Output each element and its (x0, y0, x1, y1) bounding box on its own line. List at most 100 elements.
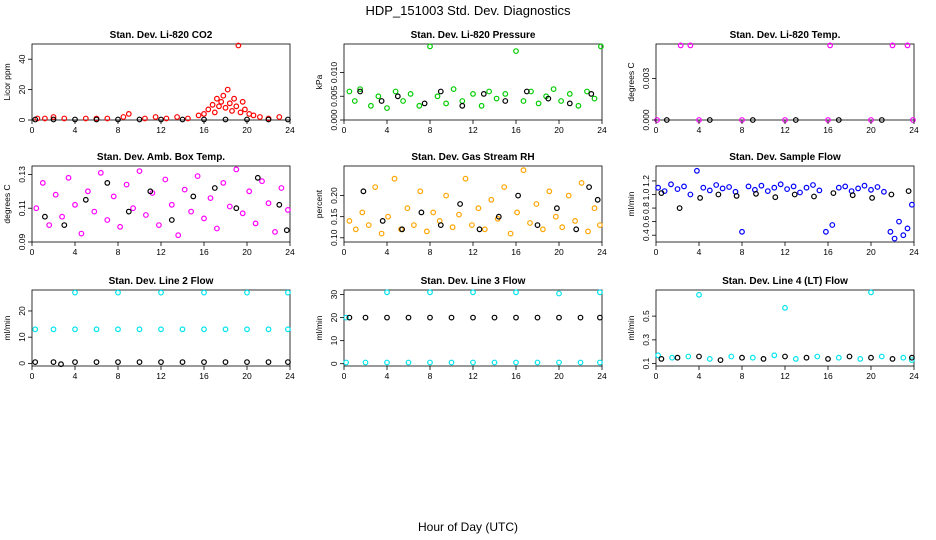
series-line1 (655, 289, 915, 364)
data-point (201, 289, 207, 296)
data-point (65, 174, 72, 181)
plot-frame (343, 165, 603, 243)
data-point (443, 100, 450, 107)
x-tick-label: 0 (342, 125, 347, 135)
data-point (39, 179, 46, 186)
data-point (495, 213, 502, 220)
y-tick-label: 0.13 (17, 166, 27, 183)
data-point (868, 186, 874, 193)
y-tick-label: 0.3 (641, 334, 651, 346)
data-point (749, 354, 756, 361)
y-tick-label: 0.10 (329, 229, 339, 246)
data-point (207, 195, 214, 202)
data-point (233, 205, 240, 212)
data-point (224, 86, 231, 93)
x-tick-label: 24 (909, 247, 919, 257)
data-point (713, 182, 720, 188)
panel-title: Stan. Dev. Amb. Box Temp. (97, 152, 225, 163)
x-tick-label: 24 (909, 371, 919, 381)
data-point (782, 353, 788, 360)
x-tick-label: 20 (554, 125, 564, 135)
data-point (179, 359, 186, 366)
data-point (655, 184, 661, 191)
data-point (235, 42, 242, 49)
panel-title: Stan. Dev. Li-820 CO2 (110, 30, 213, 41)
y-tick-label: 0.1 (641, 357, 651, 369)
series-line2 (658, 188, 912, 212)
data-point (874, 184, 881, 190)
data-point (343, 359, 350, 366)
data-point (469, 222, 475, 229)
x-tick-label: 24 (597, 371, 607, 381)
y-tick-label: 1.2 (641, 175, 651, 187)
series-line2 (360, 184, 601, 233)
data-point (246, 188, 253, 195)
data-point (534, 222, 541, 229)
data-point (830, 190, 837, 197)
data-point (190, 193, 197, 200)
data-point (50, 359, 57, 366)
data-point (405, 314, 412, 321)
data-point (136, 359, 143, 366)
data-point (211, 109, 218, 116)
data-point (591, 205, 598, 212)
data-point (814, 353, 821, 360)
panel-p4: Stan. Dev. Amb. Box Temp. 0 4 8 12 16 20 24 0.09… (2, 152, 295, 257)
data-point (394, 93, 401, 100)
data-point (222, 104, 229, 111)
data-point (685, 353, 692, 360)
data-point (195, 112, 202, 119)
y-tick-label: 0 (329, 361, 339, 366)
data-point (554, 205, 560, 212)
y-tick-label: 30 (329, 290, 339, 300)
x-tick-label: 24 (597, 125, 607, 135)
data-point (104, 115, 111, 122)
data-point (362, 314, 369, 321)
data-point (545, 95, 552, 102)
data-point (900, 354, 907, 361)
data-point (285, 326, 291, 333)
data-point (42, 115, 48, 122)
data-point (784, 186, 790, 193)
data-point (534, 314, 541, 321)
data-point (136, 116, 143, 123)
y-axis-label: kPa (314, 74, 324, 89)
panel-title: Stan. Dev. Sample Flow (729, 152, 841, 163)
data-point (141, 115, 148, 122)
x-tick-label: 0 (30, 125, 35, 135)
y-tick-label: 40 (17, 54, 27, 64)
data-point (407, 90, 414, 97)
data-point (125, 110, 132, 117)
y-axis-label: degrees C (626, 62, 636, 101)
x-tick-label: 12 (156, 125, 166, 135)
data-point (719, 185, 726, 192)
data-point (739, 354, 745, 361)
data-point (459, 102, 466, 109)
data-point (523, 88, 530, 95)
data-point (669, 354, 675, 361)
data-point (513, 48, 519, 54)
y-axis-label: ml/min (626, 191, 636, 216)
panel-p5: Stan. Dev. Gas Stream RH 0 4 8 12 16 20 24 0.10 0… (314, 152, 607, 257)
data-point (849, 192, 856, 199)
data-point (597, 222, 603, 229)
panel-p3: Stan. Dev. Li-820 Temp. 0 4 8 12 16 20 24 0.000 0… (626, 30, 919, 135)
data-point (443, 192, 450, 199)
data-point (887, 228, 894, 235)
data-point (878, 117, 885, 123)
data-point (552, 213, 559, 220)
data-point (115, 326, 121, 333)
data-point (384, 314, 390, 321)
y-tick-label: 10 (329, 336, 339, 346)
data-point (162, 176, 169, 183)
data-point (179, 116, 186, 123)
data-point (891, 235, 898, 242)
y-tick-label: 0.8 (641, 202, 651, 214)
x-tick-label: 0 (342, 247, 347, 257)
data-point (771, 184, 778, 191)
data-point (491, 314, 498, 321)
data-point (674, 186, 681, 193)
data-point (696, 291, 702, 298)
data-point (677, 42, 684, 49)
